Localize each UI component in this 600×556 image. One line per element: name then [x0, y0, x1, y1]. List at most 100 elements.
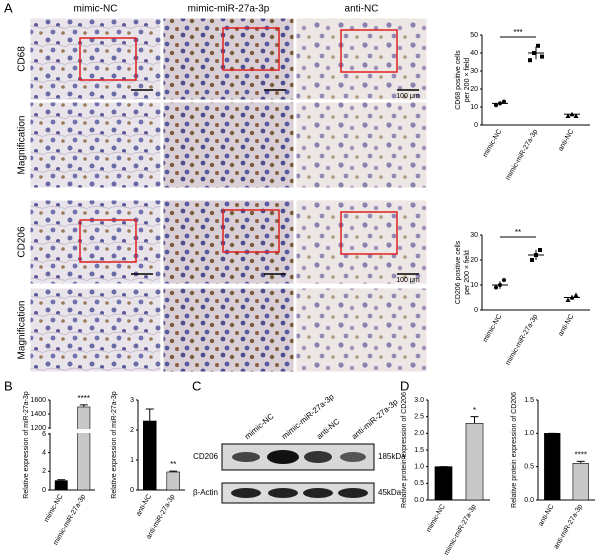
band [268, 488, 298, 498]
y-tick-label: 6 [42, 431, 46, 438]
x-tick-label: anti-NC [538, 503, 556, 527]
y-tick-label: 4 [42, 450, 46, 457]
y-tick-label: 1.0 [414, 464, 424, 471]
y-tick-label: 0.5 [414, 480, 424, 487]
micrograph [162, 199, 295, 285]
significance: * [473, 406, 476, 415]
point [538, 248, 542, 252]
micrograph [295, 199, 428, 285]
row-label: CD68 [17, 46, 28, 72]
band [267, 450, 299, 464]
y-tick-label: 30 [470, 68, 478, 75]
y-tick-label: 50 [470, 32, 478, 39]
size-label: 45kDa [378, 488, 402, 497]
band-label: β-Actin [193, 488, 218, 497]
bar [77, 406, 91, 491]
row-label: Magnification [17, 116, 28, 175]
point [573, 113, 579, 118]
y-axis-label: CD206 positive cells [455, 240, 462, 304]
band-label: CD206 [193, 452, 218, 461]
point [540, 54, 544, 59]
y-tick-label: 0 [42, 487, 46, 494]
y-tick-label: 0.5 [524, 464, 534, 471]
y-axis-label: Relative expression of miR-27a-3p [111, 391, 118, 498]
roi-box [222, 209, 280, 253]
roi-box [340, 29, 398, 73]
panel-letter: D [400, 378, 409, 393]
y-tick-label: 2.5 [414, 414, 424, 421]
y-tick-label: 3 [130, 397, 134, 404]
lane-label: anti-miR-27a-3p [350, 397, 400, 441]
y-axis-label: per 200 × field [464, 58, 471, 103]
x-tick-label: mimic-miR-27a-3p [443, 503, 478, 556]
significance: ** [515, 228, 521, 237]
point [565, 113, 571, 118]
row-label: Magnification [17, 301, 28, 360]
y-tick-label: 1400 [30, 411, 46, 418]
panel-letter: A [4, 0, 13, 15]
column-header: anti-NC [345, 4, 379, 15]
point [530, 258, 534, 262]
bar [465, 423, 484, 501]
band [338, 488, 368, 498]
micrograph [29, 199, 162, 285]
x-tick-label: mimic-NC [482, 313, 503, 343]
panel-letter: B [4, 378, 13, 393]
bar [166, 471, 181, 491]
y-tick-label: 1600 [30, 397, 46, 404]
column-header: mimic-miR-27a-3p [188, 4, 270, 15]
x-tick-label: anti-NC [557, 128, 575, 152]
band [231, 488, 261, 498]
roi-box [79, 219, 137, 263]
y-tick-label: 1200 [30, 425, 46, 432]
axis-break [47, 429, 95, 433]
band [303, 488, 333, 498]
micrograph [295, 17, 428, 101]
point [494, 285, 498, 290]
scale-label: 100 μm [396, 93, 420, 100]
x-tick-label: mimic-NC [43, 493, 64, 523]
point [528, 58, 532, 63]
y-tick-label: 1.5 [414, 447, 424, 454]
lane-label: mimic-NC [243, 412, 276, 442]
y-tick-label: 0 [130, 487, 134, 494]
bar [544, 433, 561, 501]
micrograph [162, 101, 295, 189]
bar [434, 466, 453, 501]
y-tick-label: 1 [130, 457, 134, 464]
scale-label: 100 μm [396, 277, 420, 284]
band [340, 452, 366, 462]
micrograph [29, 101, 162, 189]
y-tick-label: 2 [130, 427, 134, 434]
y-axis-label: CD68 positive cells [455, 50, 462, 110]
x-tick-label: anti-NC [557, 313, 575, 337]
y-tick-label: 2 [42, 468, 46, 475]
micrograph [29, 287, 162, 373]
x-tick-label: mimic-NC [482, 128, 503, 158]
y-tick-label: 0 [474, 122, 478, 129]
y-axis-label: Relative expression of miR-27a-3p [23, 391, 30, 498]
lane-label: anti-NC [315, 417, 342, 441]
micrograph [295, 101, 428, 189]
x-tick-label: anti-miR-27a-3p [553, 503, 584, 550]
significance: **** [78, 394, 90, 403]
roi-box [79, 37, 137, 81]
significance: *** [513, 28, 522, 37]
micrograph [295, 287, 428, 373]
x-tick-label: mimic-NC [425, 503, 446, 533]
y-tick-label: 1.5 [524, 397, 534, 404]
bar [142, 420, 157, 491]
micrograph [162, 17, 295, 101]
x-tick-label: mimic-miR-27a-3p [505, 313, 540, 366]
x-tick-label: mimic-miR-27a-3p [505, 128, 540, 181]
roi-box [222, 27, 280, 71]
y-tick-label: 10 [470, 104, 478, 111]
band [304, 451, 332, 463]
panel-letter: C [192, 378, 201, 393]
significance: ** [170, 460, 176, 469]
y-tick-label: 20 [470, 257, 478, 264]
roi-box [340, 211, 398, 255]
micrograph [29, 17, 162, 101]
western-blot [221, 443, 375, 504]
point [494, 103, 498, 108]
